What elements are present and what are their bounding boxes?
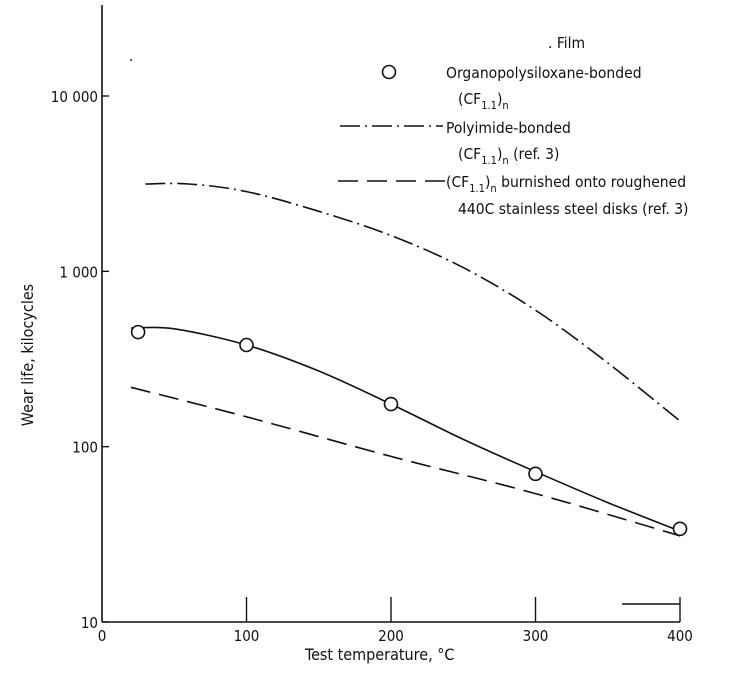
x-tick-label: 300 xyxy=(523,627,549,645)
x-axis-title: Test temperature, °C xyxy=(304,645,454,664)
legend-entry-2-line-2: (CF1.1)n (ref. 3) xyxy=(458,145,559,167)
data-point-circle xyxy=(239,337,254,353)
y-tick-label: 10 000 xyxy=(51,88,98,106)
y-tick-label: 1 000 xyxy=(59,263,98,281)
data-point-circle xyxy=(672,521,688,537)
x-ticks: 0 100 200 300 400 xyxy=(98,597,693,645)
legend-marker-circle xyxy=(381,64,397,80)
series-polyimide-line xyxy=(145,182,681,422)
x-tick-label: 400 xyxy=(667,627,693,645)
legend: . Film Organopolysiloxane-bonded (CF1.1)… xyxy=(338,34,689,218)
data-point-circle xyxy=(528,466,543,482)
series-organopolysiloxane-line xyxy=(130,326,681,532)
y-axis-title: Wear life, kilocycles xyxy=(18,284,37,426)
legend-entry-3-line-2: 440C stainless steel disks (ref. 3) xyxy=(458,200,689,218)
y-ticks: 10 100 1 000 10 000 xyxy=(51,59,132,632)
data-point-circle xyxy=(383,396,399,412)
y-tick-label: 10 xyxy=(81,614,98,632)
series-burnished-line xyxy=(130,386,681,537)
data-point-circle xyxy=(130,324,146,340)
legend-entry-3-line-1: (CF1.1)n burnished onto roughened xyxy=(446,173,686,195)
x-tick-label: 100 xyxy=(234,627,260,645)
x-tick-label: 0 xyxy=(98,627,107,645)
legend-header: . Film xyxy=(548,34,585,52)
legend-entry-1-line-1: Organopolysiloxane-bonded xyxy=(446,64,642,82)
legend-entry-2-line-1: Polyimide-bonded xyxy=(446,119,571,137)
x-tick-label: 200 xyxy=(378,627,404,645)
series-layer xyxy=(130,182,688,537)
legend-entry-1-line-2: (CF1.1)n xyxy=(458,90,509,112)
axes xyxy=(101,5,680,623)
y-tick-label: 100 xyxy=(72,439,98,457)
